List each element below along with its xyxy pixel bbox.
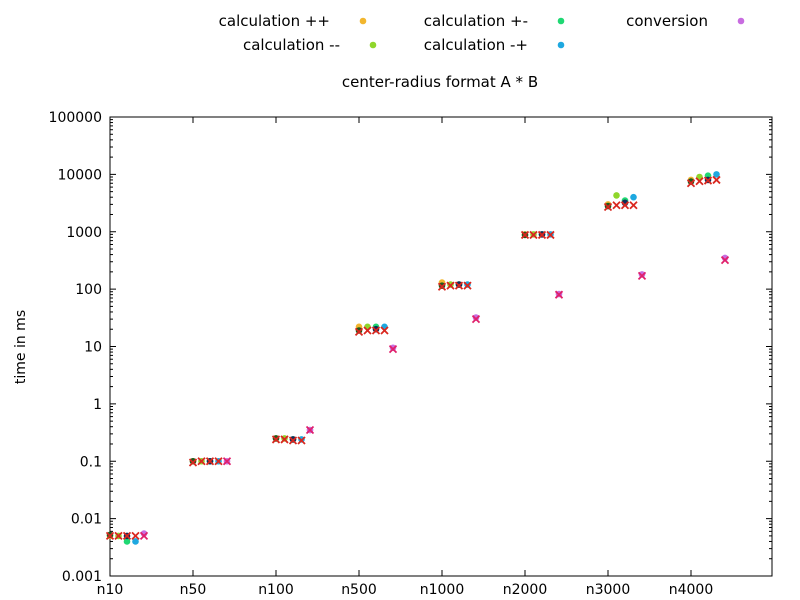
data-point-cross (612, 201, 621, 210)
y-axis-label: time in ms (13, 310, 29, 384)
data-point-cross (471, 314, 481, 324)
data-point (123, 538, 131, 545)
x-tick-label: n10 (97, 582, 124, 598)
data-point (189, 457, 197, 465)
data-point (613, 192, 620, 199)
data-point-cross (546, 230, 555, 240)
data-point-cross (603, 202, 613, 212)
y-tick-label: 0.1 (80, 454, 102, 470)
data-point (355, 327, 363, 334)
data-point-cross (454, 281, 464, 290)
x-tick-label: n1000 (420, 582, 465, 598)
y-tick-label: 1 (93, 397, 102, 413)
data-point-cross (629, 201, 638, 210)
data-point-cross (437, 282, 447, 291)
data-point-cross (114, 531, 123, 541)
data-point-cross (520, 230, 530, 240)
data-point-cross (637, 271, 647, 281)
data-point-cross (271, 435, 281, 444)
data-point-cross (354, 327, 364, 336)
legend-label: calculation +- (424, 12, 528, 30)
x-tick-label: n500 (341, 582, 377, 598)
data-point-cross (363, 326, 372, 335)
data-point-cross (131, 531, 140, 541)
data-point-cross (280, 435, 289, 444)
data-point-cross (446, 281, 455, 290)
data-point-cross (197, 457, 206, 466)
legend-label: calculation -+ (424, 36, 528, 54)
data-point (372, 325, 380, 333)
x-tick-label: n4000 (669, 582, 714, 598)
data-point-cross (222, 457, 232, 466)
data-point-cross (720, 256, 730, 265)
data-point (713, 171, 720, 178)
data-point-cross (105, 531, 115, 541)
y-tick-label: 0.01 (71, 512, 102, 528)
data-point-cross (703, 176, 713, 185)
data-point-cross (712, 175, 721, 185)
y-axis: 0.001 0.01 0.1 1 10 100 1000 10000 100000 (49, 110, 772, 585)
data-points (105, 171, 730, 545)
data-point-cross (305, 425, 315, 435)
data-point-cross (371, 326, 381, 335)
data-point (132, 538, 139, 545)
data-point-cross (380, 326, 389, 335)
data-point (687, 178, 695, 185)
data-point-cross (686, 179, 696, 188)
legend: calculation ++ calculation -- calculation … (219, 12, 745, 54)
x-tick-label: n2000 (503, 582, 548, 598)
y-tick-label: 100 (75, 282, 102, 298)
data-point (472, 314, 480, 321)
legend-marker (737, 17, 745, 25)
data-point-cross (122, 531, 132, 541)
y-tick-label: 10 (84, 340, 102, 356)
plot-frame (109, 116, 773, 577)
chart-title: center-radius format A * B (342, 73, 538, 91)
data-point-cross (139, 531, 149, 541)
data-point (389, 344, 397, 352)
data-point-cross (297, 436, 306, 445)
legend-label: calculation ++ (219, 12, 330, 30)
x-tick-label: n3000 (586, 582, 631, 598)
data-point (638, 271, 646, 278)
data-point-cross (529, 230, 538, 240)
data-point-cross (620, 201, 630, 210)
data-point-cross (388, 344, 398, 354)
y-tick-label: 10000 (57, 167, 102, 183)
data-point-cross (205, 457, 215, 466)
x-axis: n10 n50 n100 n500 n1000 n2000 n3000 n4000 (97, 117, 714, 598)
data-point-cross (214, 457, 223, 466)
x-tick-label: n100 (258, 582, 294, 598)
data-point-cross (463, 281, 472, 290)
data-point (630, 193, 637, 201)
legend-marker (369, 41, 377, 49)
data-point-cross (695, 177, 704, 186)
data-point-cross (537, 230, 547, 240)
legend-marker (359, 17, 367, 25)
legend-label: calculation -- (243, 36, 340, 54)
data-point-cross (288, 436, 298, 445)
y-tick-label: 1000 (66, 225, 102, 241)
data-point-cross (554, 290, 564, 299)
legend-marker (557, 41, 565, 49)
y-tick-label: 0.001 (62, 569, 102, 585)
data-point-cross (188, 458, 198, 467)
legend-label: conversion (626, 12, 708, 30)
legend-marker (557, 17, 565, 25)
x-tick-label: n50 (180, 582, 207, 598)
y-tick-label: 100000 (49, 110, 102, 126)
